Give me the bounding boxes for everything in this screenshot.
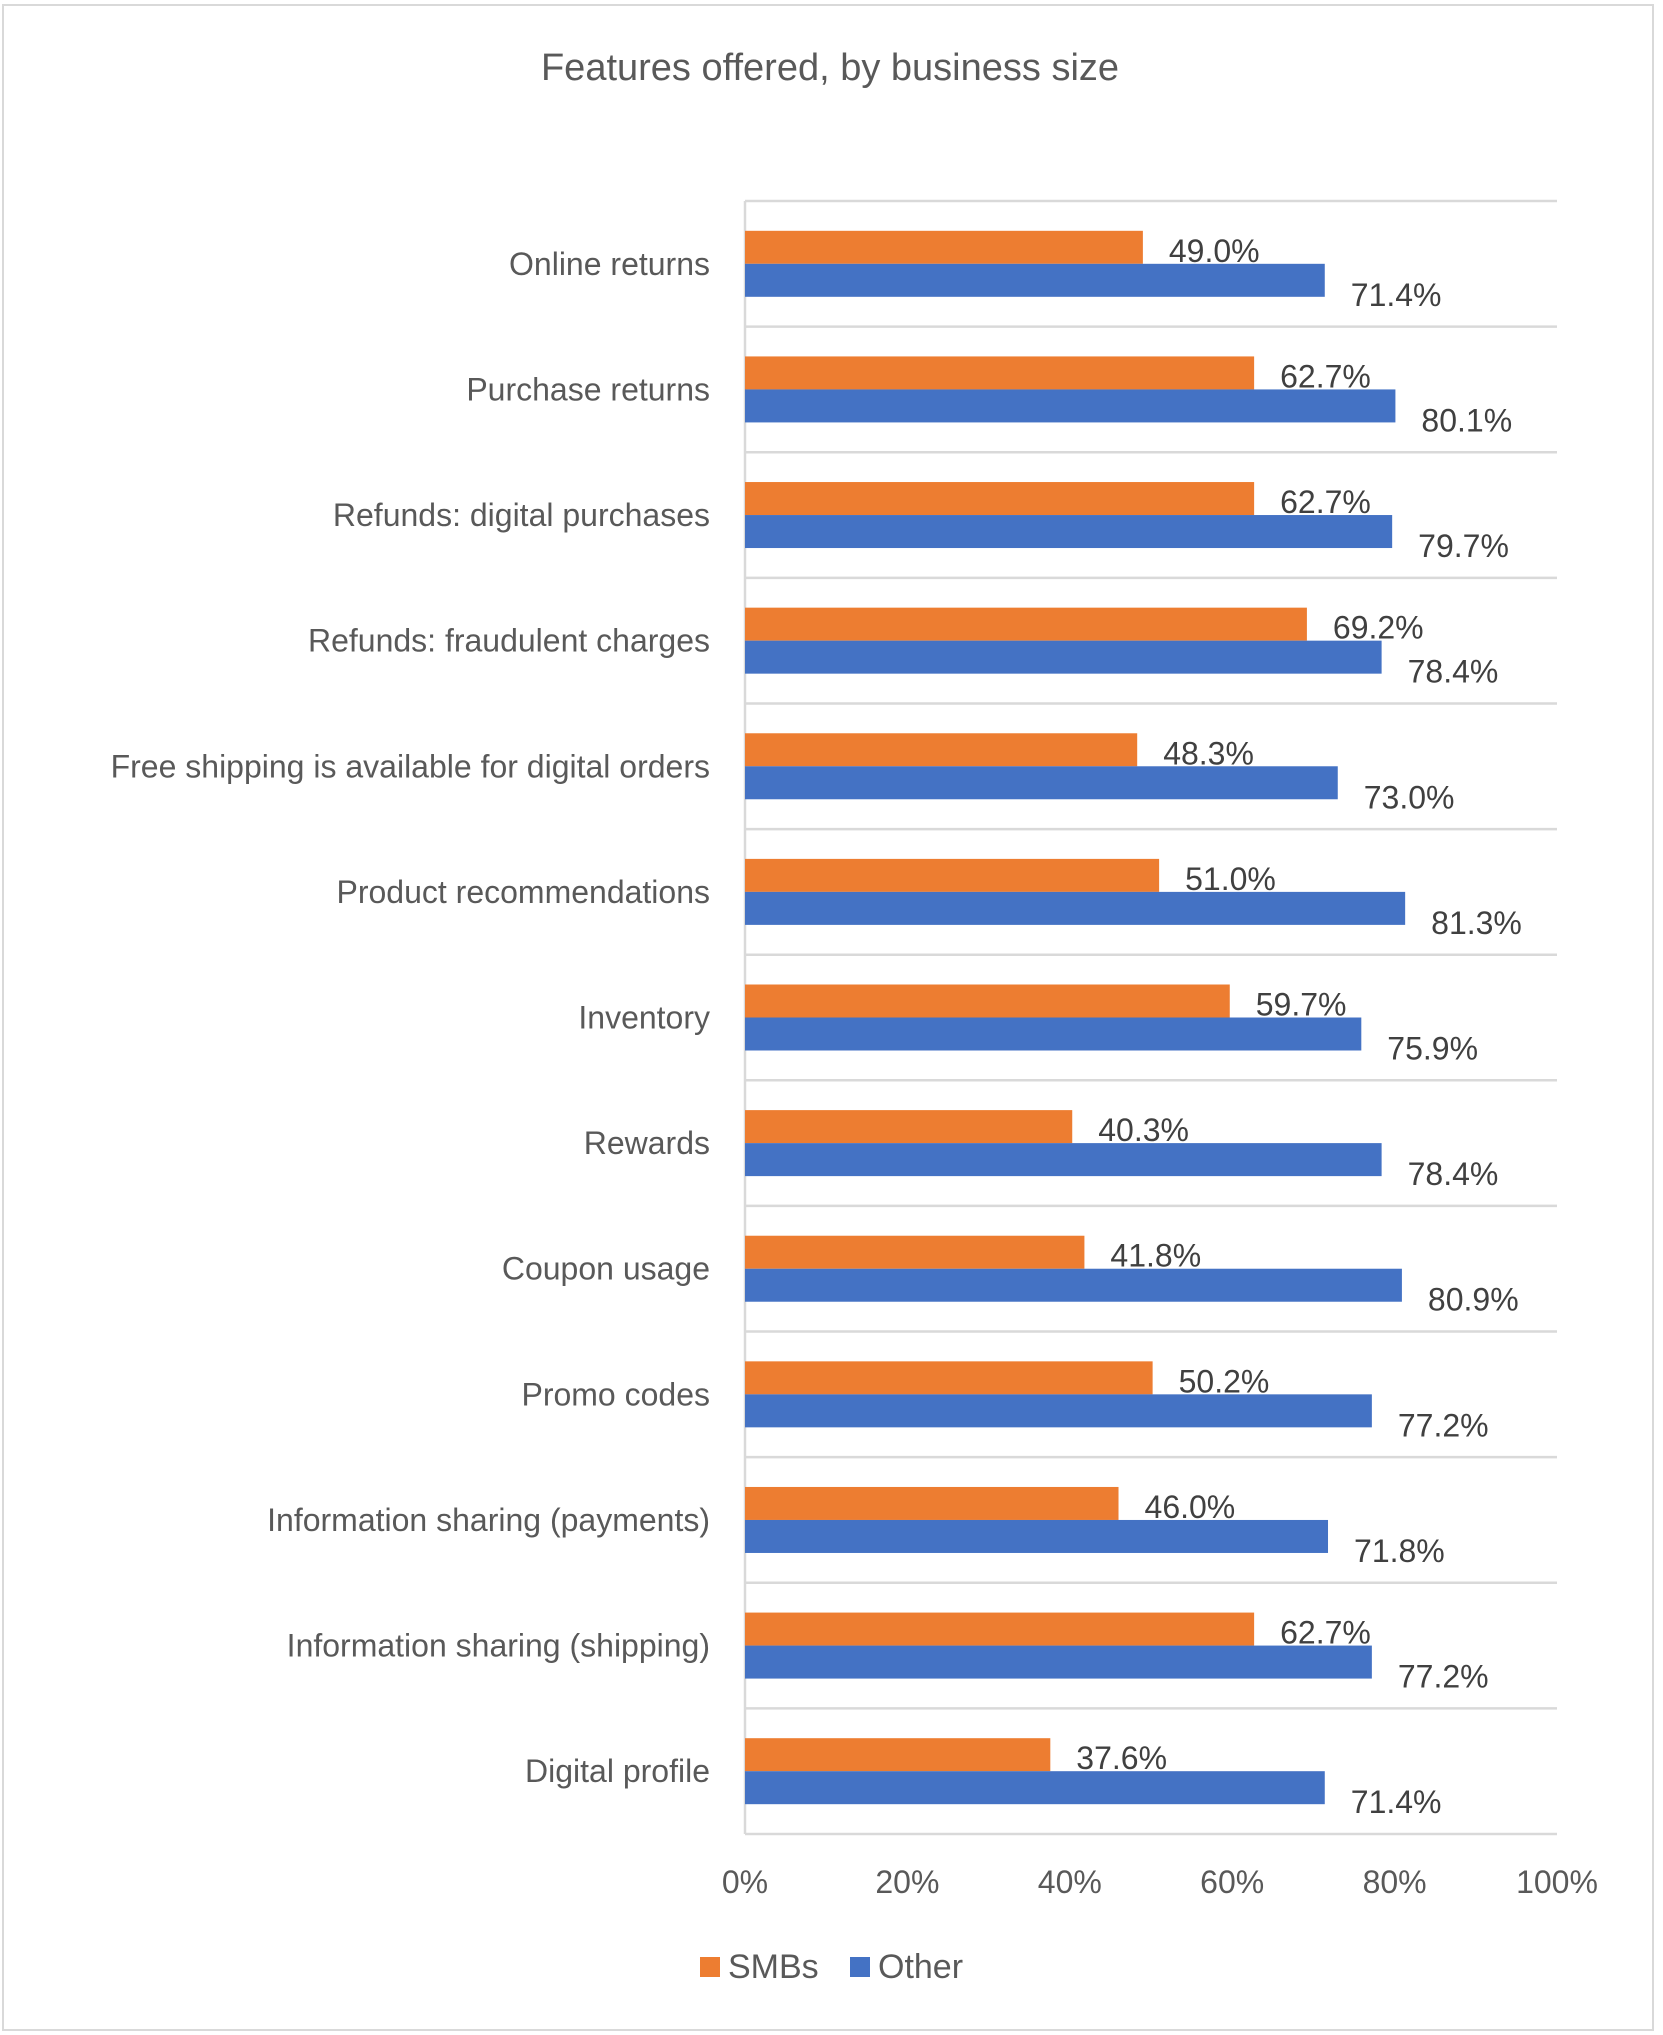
bar-smbs (745, 733, 1138, 767)
x-tick-label: 40% (1038, 1864, 1102, 1900)
bar-other (745, 515, 1393, 549)
category-labels: Online returns Purchase returns Refunds: d… (111, 246, 710, 1789)
legend-label-smbs: SMBs (728, 1948, 819, 1986)
bar-other (745, 263, 1325, 297)
bar-smbs (745, 984, 1230, 1018)
x-axis-ticks: 0% 20% 40% 60% 80% 100% (722, 1864, 1598, 1900)
category-label: Free shipping is available for digital o… (111, 748, 710, 784)
data-label-smbs: 46.0% (1145, 1489, 1236, 1525)
legend: SMBs Other (700, 1948, 963, 1986)
data-label-other: 71.4% (1351, 1784, 1442, 1820)
data-label-smbs: 62.7% (1280, 484, 1371, 520)
bar-smbs (745, 1486, 1119, 1520)
data-label-smbs: 49.0% (1169, 233, 1260, 269)
category-label: Information sharing (payments) (267, 1502, 710, 1538)
bar-smbs (745, 1235, 1085, 1269)
category-label: Rewards (584, 1125, 710, 1161)
legend-swatch-smbs (700, 1957, 720, 1977)
data-label-smbs: 48.3% (1163, 735, 1254, 771)
bar-smbs (745, 1110, 1073, 1144)
data-label-other: 78.4% (1408, 1156, 1499, 1192)
data-label-smbs: 62.7% (1280, 358, 1371, 394)
gridlines (743, 199, 1557, 1836)
x-tick-label: 0% (722, 1864, 768, 1900)
category-label: Refunds: digital purchases (333, 497, 710, 533)
data-label-other: 75.9% (1387, 1031, 1478, 1067)
bar-smbs (745, 1612, 1255, 1646)
data-label-smbs: 50.2% (1179, 1363, 1270, 1399)
data-label-other: 81.3% (1431, 905, 1522, 941)
category-label: Online returns (509, 246, 710, 282)
category-label: Product recommendations (336, 874, 710, 910)
bar-smbs (745, 1738, 1051, 1772)
category-label: Refunds: fraudulent charges (308, 623, 710, 659)
category-label: Digital profile (525, 1753, 710, 1789)
bar-smbs (745, 356, 1255, 390)
data-label-smbs: 59.7% (1256, 987, 1347, 1023)
data-label-other: 80.9% (1428, 1282, 1519, 1318)
bar-other (745, 1645, 1372, 1679)
x-tick-label: 100% (1516, 1864, 1598, 1900)
category-label: Promo codes (521, 1376, 710, 1412)
bar-other (745, 1519, 1329, 1553)
x-tick-label: 20% (875, 1864, 939, 1900)
bar-other (745, 1268, 1402, 1302)
data-label-other: 71.4% (1351, 277, 1442, 313)
bar-other (745, 1017, 1362, 1051)
data-label-other: 79.7% (1418, 528, 1509, 564)
legend-label-other: Other (878, 1948, 963, 1986)
data-label-other: 80.1% (1421, 402, 1512, 438)
data-label-smbs: 41.8% (1110, 1238, 1201, 1274)
bar-smbs (745, 230, 1143, 264)
legend-swatch-other (850, 1957, 870, 1977)
data-label-other: 78.4% (1408, 654, 1499, 690)
bar-other (745, 891, 1406, 925)
bar-other (745, 766, 1338, 800)
category-label: Coupon usage (502, 1251, 710, 1287)
bars (745, 230, 1406, 1805)
bar-smbs (745, 607, 1307, 641)
bar-smbs (745, 858, 1160, 892)
data-label-other: 73.0% (1364, 779, 1455, 815)
data-label-smbs: 62.7% (1280, 1615, 1371, 1651)
bar-other (745, 1394, 1372, 1428)
bar-smbs (745, 482, 1255, 516)
data-label-smbs: 40.3% (1098, 1112, 1189, 1148)
data-label-smbs: 69.2% (1333, 610, 1424, 646)
bar-other (745, 389, 1396, 423)
data-label-other: 77.2% (1398, 1659, 1489, 1695)
bar-other (745, 1771, 1325, 1805)
chart-title: Features offered, by business size (541, 47, 1119, 89)
category-label: Inventory (578, 1000, 710, 1036)
category-label: Information sharing (shipping) (287, 1628, 710, 1664)
data-labels: 49.0% 71.4% 62.7% 80.1% 62.7% 79.7% 69.2% 78.4%… (1076, 233, 1522, 1820)
data-label-other: 71.8% (1354, 1533, 1445, 1569)
data-label-smbs: 51.0% (1185, 861, 1276, 897)
bar-other (745, 640, 1382, 674)
data-label-other: 77.2% (1398, 1407, 1489, 1443)
bar-other (745, 1143, 1382, 1177)
data-label-smbs: 37.6% (1076, 1740, 1167, 1776)
x-tick-label: 80% (1363, 1864, 1427, 1900)
x-tick-label: 60% (1200, 1864, 1264, 1900)
category-label: Purchase returns (466, 371, 710, 407)
bar-smbs (745, 1361, 1153, 1395)
